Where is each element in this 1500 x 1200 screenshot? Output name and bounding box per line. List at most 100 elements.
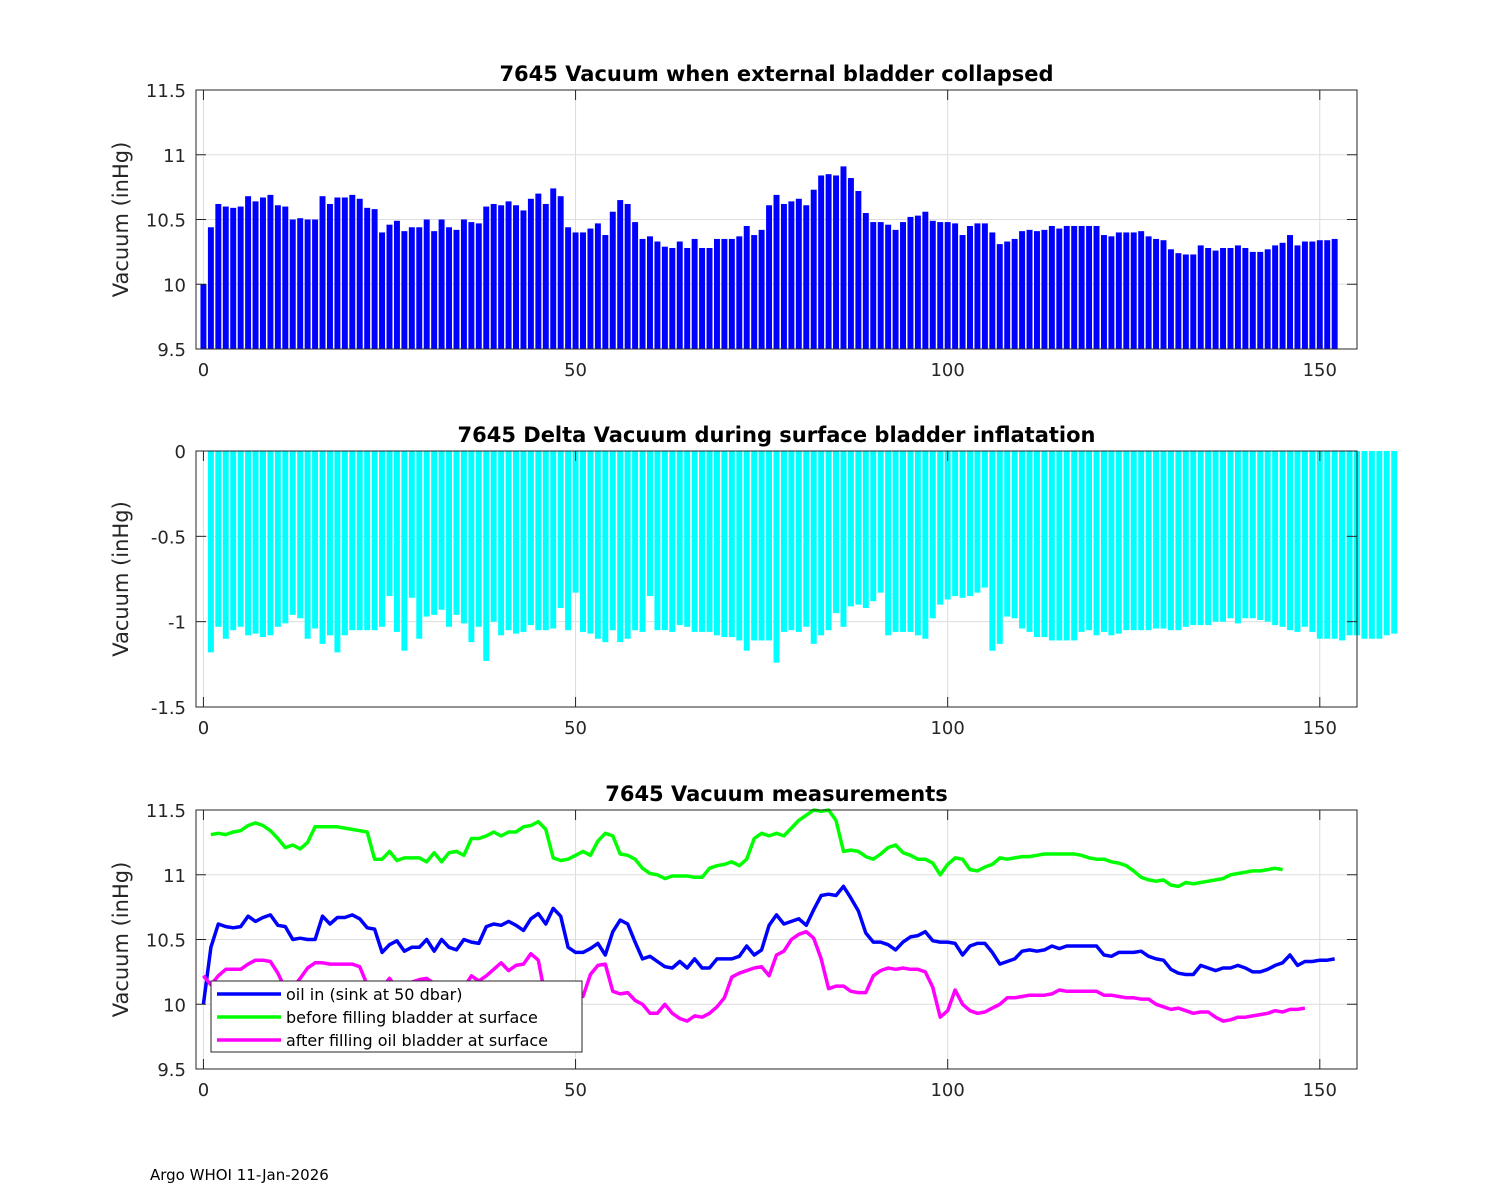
bar <box>825 451 832 631</box>
series-line-2 <box>210 808 1283 889</box>
bar <box>1175 253 1182 349</box>
chart-3: 0 50 100 150 9.5 10 10.5 11 11.5 7645 Vacuum meas… <box>109 782 1358 1101</box>
bar <box>699 247 706 349</box>
bar <box>639 238 646 349</box>
bar <box>319 196 326 349</box>
bar <box>498 205 505 349</box>
bar <box>1153 238 1160 349</box>
bar <box>1205 247 1212 349</box>
bar <box>743 225 750 349</box>
y-tick-label: 9.5 <box>157 1060 186 1081</box>
bar <box>751 451 758 641</box>
bar <box>557 196 564 349</box>
bar <box>1048 225 1055 349</box>
y-tick-label: 11 <box>163 866 186 887</box>
bar <box>647 451 653 597</box>
bar <box>1182 451 1189 627</box>
bar <box>996 451 1003 644</box>
bar <box>1391 451 1398 634</box>
bar <box>676 241 683 349</box>
bar <box>1026 451 1033 632</box>
bar <box>632 222 639 349</box>
bar <box>304 451 311 639</box>
bar <box>356 451 363 631</box>
bar <box>699 451 706 632</box>
bar <box>870 451 877 602</box>
bar <box>728 238 735 349</box>
bar <box>282 451 289 624</box>
bar <box>1301 241 1308 349</box>
bar <box>1234 451 1241 624</box>
bar <box>1115 451 1122 634</box>
bar <box>297 451 304 619</box>
legend: oil in (sink at 50 dbar) before filling b… <box>210 980 583 1053</box>
bar <box>1361 451 1368 639</box>
x-tick-label: 150 <box>1303 360 1337 381</box>
bar <box>654 451 661 631</box>
bar <box>624 203 631 349</box>
bar <box>460 219 467 349</box>
bar <box>423 451 430 617</box>
bar <box>513 451 519 634</box>
bar <box>1182 254 1189 349</box>
bar <box>706 451 713 632</box>
bar <box>602 235 609 349</box>
bar <box>542 451 549 631</box>
bar <box>594 451 601 639</box>
bar <box>379 232 386 349</box>
bar <box>260 197 266 349</box>
bar <box>1071 451 1078 641</box>
bar <box>580 451 586 632</box>
bar <box>207 451 214 653</box>
series-line-1 <box>201 884 1335 1005</box>
y-tick-label: 0 <box>175 442 186 463</box>
bar <box>393 451 400 632</box>
bar <box>460 451 467 624</box>
bar <box>408 227 415 349</box>
bar <box>334 451 341 653</box>
bar <box>1294 451 1301 632</box>
bar <box>1220 247 1227 349</box>
y-axis-label: Vacuum (inHg) <box>109 142 133 298</box>
bar <box>1145 451 1152 631</box>
bar <box>996 244 1003 349</box>
bar <box>319 451 326 644</box>
bar <box>758 229 765 349</box>
bar <box>1249 451 1256 619</box>
bar <box>952 223 959 349</box>
bar <box>550 188 557 349</box>
bar <box>483 206 490 349</box>
bar <box>527 198 534 349</box>
bar <box>334 197 341 349</box>
bar <box>1279 242 1286 349</box>
bar <box>252 451 259 634</box>
bar <box>728 451 735 638</box>
bar <box>766 205 773 349</box>
bar <box>1130 232 1137 349</box>
bar <box>1331 451 1338 639</box>
x-tick-label: 50 <box>564 718 587 739</box>
bar <box>661 246 668 349</box>
bar <box>639 451 646 632</box>
bar <box>1197 451 1204 626</box>
bar <box>669 247 676 349</box>
footer-credit: Argo WHOI 11-Jan-2026 <box>150 1166 329 1184</box>
bar <box>1272 451 1279 626</box>
bar <box>1316 451 1323 639</box>
bar <box>364 207 371 349</box>
bar <box>1167 451 1174 631</box>
bar <box>617 451 624 643</box>
bar <box>1287 451 1293 631</box>
bar <box>654 241 661 349</box>
bar <box>274 451 281 627</box>
bar <box>1316 240 1323 349</box>
chart-title: 7645 Delta Vacuum during surface bladder… <box>458 423 1096 447</box>
bar <box>1197 245 1204 349</box>
bar <box>565 451 572 631</box>
bar <box>602 451 609 643</box>
bar <box>773 451 780 663</box>
bar <box>1160 240 1167 349</box>
bar <box>1264 249 1271 349</box>
bar <box>222 451 229 639</box>
bar <box>1376 451 1383 639</box>
